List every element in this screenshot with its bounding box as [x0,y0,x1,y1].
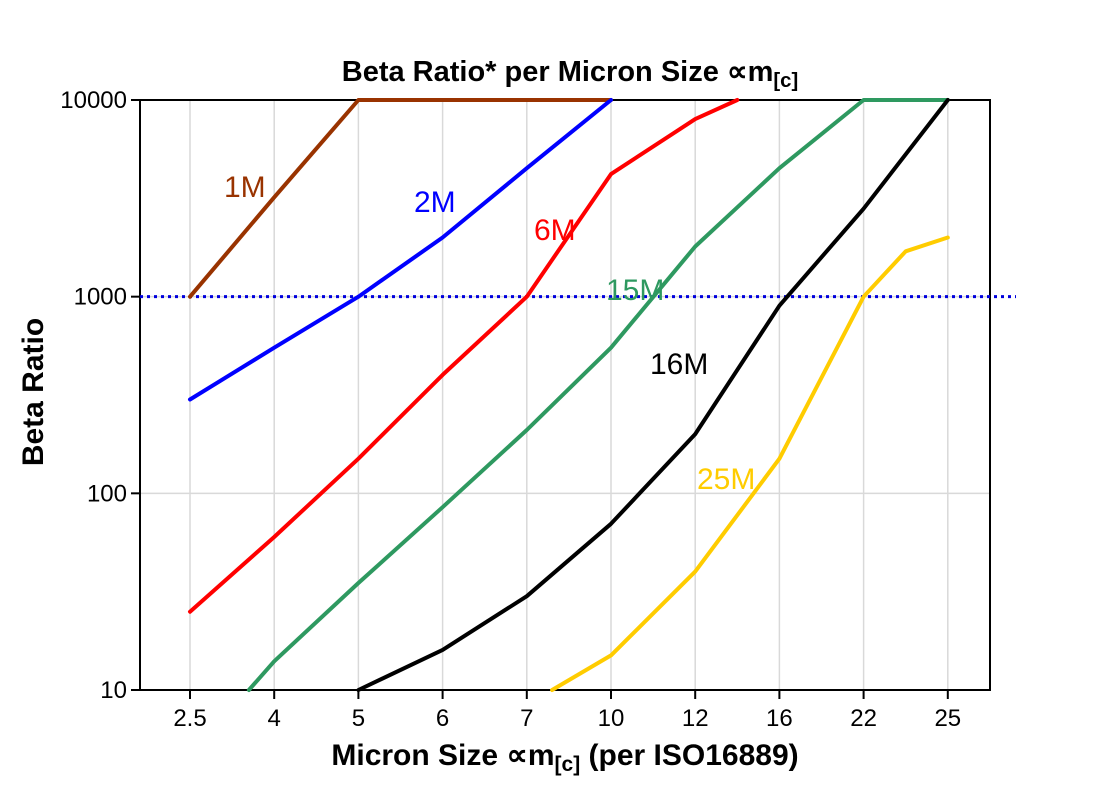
y-tick-label: 10 [100,677,127,704]
x-tick-label: 25 [934,705,961,732]
x-tick-label: 12 [682,705,709,732]
series-line-1M [188,98,613,299]
x-axis-label-subscript: [c] [554,753,581,777]
x-tick-label: 6 [436,705,449,732]
x-tick-label: 7 [520,705,533,732]
series-line-25M [550,235,950,692]
x-tick-label: 22 [850,705,877,732]
x-tick-label: 10 [598,705,625,732]
series-label-25M: 25M [697,463,755,496]
x-tick-label: 5 [352,705,365,732]
series-label-1M: 1M [224,171,266,204]
y-tick-label: 100 [87,480,127,507]
chart-title-subscript: [c] [773,70,799,93]
x-tick-label: 2.5 [173,705,206,732]
series-label-2M: 2M [414,186,456,219]
y-tick-label: 1000 [74,284,127,311]
series-label-16M: 16M [650,348,708,381]
x-tick-label: 4 [268,705,281,732]
series-label-6M: 6M [534,214,576,247]
series-line-16M [356,98,950,692]
y-tick-label: 10000 [60,87,127,114]
series-line-6M [188,98,740,614]
series-line-15M [246,98,950,692]
x-axis-label: Micron Size ∝m[c] (per ISO16889) [140,738,990,777]
series-label-15M: 15M [606,274,664,307]
x-axis-label-post: (per ISO16889) [580,739,799,772]
chart-title-main: Beta Ratio* per Micron Size ∝m [341,56,774,88]
x-axis-label-pre: Micron Size ∝m [331,739,555,772]
chart-title: Beta Ratio* per Micron Size ∝m[c] [140,54,1000,93]
x-tick-label: 16 [766,705,793,732]
series-line-2M [188,98,613,402]
